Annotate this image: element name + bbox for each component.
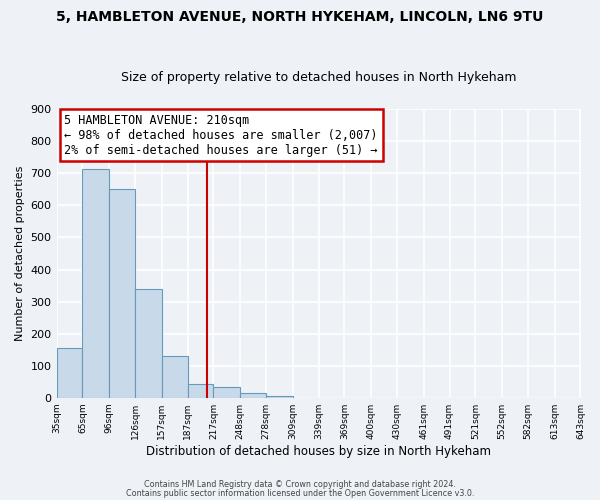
Y-axis label: Number of detached properties: Number of detached properties	[15, 166, 25, 341]
Text: 5, HAMBLETON AVENUE, NORTH HYKEHAM, LINCOLN, LN6 9TU: 5, HAMBLETON AVENUE, NORTH HYKEHAM, LINC…	[56, 10, 544, 24]
Title: Size of property relative to detached houses in North Hykeham: Size of property relative to detached ho…	[121, 72, 516, 85]
Text: Contains public sector information licensed under the Open Government Licence v3: Contains public sector information licen…	[126, 488, 474, 498]
Bar	[188, 384, 214, 398]
Bar	[135, 288, 161, 398]
X-axis label: Distribution of detached houses by size in North Hykeham: Distribution of detached houses by size …	[146, 444, 491, 458]
Text: Contains HM Land Registry data © Crown copyright and database right 2024.: Contains HM Land Registry data © Crown c…	[144, 480, 456, 489]
Bar	[214, 387, 240, 398]
Bar	[56, 348, 82, 398]
Bar	[161, 356, 188, 398]
Bar	[109, 190, 135, 398]
Bar	[240, 392, 266, 398]
Text: 5 HAMBLETON AVENUE: 210sqm
← 98% of detached houses are smaller (2,007)
2% of se: 5 HAMBLETON AVENUE: 210sqm ← 98% of deta…	[64, 114, 378, 156]
Bar	[82, 168, 109, 398]
Bar	[266, 396, 293, 398]
